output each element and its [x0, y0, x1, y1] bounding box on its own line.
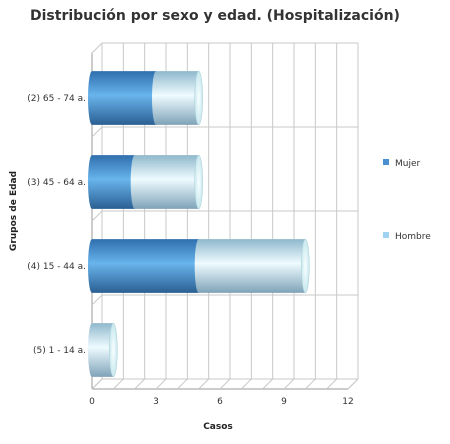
gridline-floor — [155, 378, 167, 390]
bar-mujer-3 — [88, 239, 203, 293]
x-axis-title: Casos — [203, 422, 233, 432]
gridline-floor — [219, 378, 231, 390]
legend-label-mujer: Mujer — [395, 159, 421, 169]
gridline-floor — [198, 378, 210, 390]
y-tick-label: (2) 65 - 74 a. — [27, 94, 86, 104]
chart-title: Distribución por sexo y edad. (Hospitali… — [30, 8, 400, 24]
legend-label-hombre: Hombre — [395, 232, 431, 242]
bar-mujer-2 — [88, 155, 139, 209]
y-axis-title: Grupos de Edad — [9, 171, 19, 251]
chart-legend: Mujer Hombre — [383, 159, 431, 242]
chart-bars — [88, 70, 310, 378]
x-tick-label: 3 — [153, 397, 159, 407]
gridline-floor — [326, 378, 338, 390]
gridline-floor — [304, 378, 316, 390]
bar-end-cap — [194, 154, 203, 210]
legend-swatch-mujer — [383, 159, 389, 165]
gridline-floor — [176, 378, 188, 390]
legend-swatch-hombre — [383, 232, 389, 238]
bar-hombre-1 — [152, 71, 203, 125]
y-tick-label: (4) 15 - 44 a. — [27, 262, 86, 272]
gridline-floor — [134, 378, 146, 390]
x-tick-label: 6 — [217, 397, 223, 407]
bar-hombre-2 — [130, 155, 203, 209]
bar-mujer-1 — [88, 71, 160, 125]
chart-ticks: (2) 65 - 74 a. (3) 45 - 64 a. (4) 15 - 44 … — [27, 94, 353, 407]
gridline-floor — [112, 378, 124, 390]
gridline-band-diag — [91, 42, 103, 54]
bar-hombre-3 — [194, 239, 310, 293]
x-tick-label: 12 — [342, 397, 353, 407]
gridline-band-diag — [91, 378, 103, 390]
gridline-band-diag — [91, 126, 103, 138]
gridline-floor — [262, 378, 274, 390]
bar-end-cap — [109, 322, 118, 378]
gridline-floor — [283, 378, 295, 390]
y-tick-label: (5) 1 - 14 a. — [33, 346, 86, 356]
x-tick-label: 0 — [89, 397, 95, 407]
gridline-band-diag — [91, 210, 103, 222]
x-tick-label: 9 — [281, 397, 287, 407]
bar-end-cap — [301, 238, 310, 294]
bar-end-cap — [194, 70, 203, 126]
gridline-floor — [240, 378, 252, 390]
y-tick-label: (3) 45 - 64 a. — [27, 178, 86, 188]
gridline-floor — [347, 378, 359, 390]
gridline-band-diag — [91, 294, 103, 306]
